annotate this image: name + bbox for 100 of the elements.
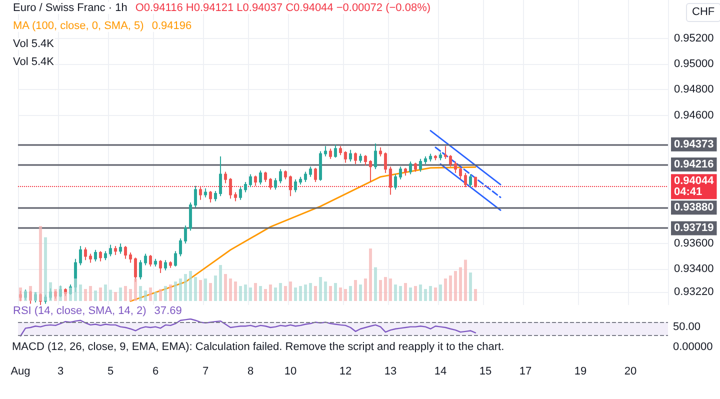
bar <box>199 280 202 301</box>
bar <box>109 290 112 301</box>
y-tick-label: 0.94600 <box>674 109 714 122</box>
ref-line-label: 0.94216 <box>674 158 714 171</box>
candlestick <box>464 172 467 188</box>
bar <box>169 284 172 301</box>
x-tick-label: 15 <box>479 366 492 378</box>
bar <box>239 286 242 301</box>
candlestick <box>474 176 477 188</box>
bar <box>99 288 102 301</box>
candlestick <box>224 171 227 184</box>
candlestick <box>419 158 422 172</box>
bar <box>234 282 237 301</box>
bar <box>319 277 322 301</box>
line-series <box>130 166 476 302</box>
bar <box>349 286 352 301</box>
bar <box>354 280 357 301</box>
candlestick <box>414 162 417 172</box>
candlestick <box>289 175 292 197</box>
ref-line-label: 0.94373 <box>674 138 714 150</box>
candlestick <box>394 174 397 190</box>
bar <box>39 226 42 301</box>
candlestick <box>379 146 382 157</box>
candlestick <box>399 166 402 180</box>
bar <box>224 274 227 301</box>
bar <box>359 284 362 301</box>
candlestick <box>389 166 392 196</box>
bar <box>269 284 272 301</box>
annotation: O0.94116 H0.94121 L0.94037 C0.94044 −0.00072 (−0.08%) <box>134 2 432 14</box>
candlestick <box>219 156 222 197</box>
x-tick-label: 7 <box>202 366 209 378</box>
candlestick <box>264 171 267 182</box>
bar <box>184 274 187 301</box>
text: MA (100, close, 0, SMA, 5) <box>12 20 145 32</box>
candlestick <box>194 185 197 208</box>
candlestick <box>119 242 122 254</box>
ref-line-label: 0.94044 04:41 <box>674 175 715 198</box>
x-tick-label: 3 <box>57 366 64 378</box>
bar <box>429 286 432 301</box>
bar <box>284 286 287 301</box>
candlestick <box>79 246 82 266</box>
candlestick <box>184 225 187 244</box>
bar <box>49 282 52 301</box>
candlestick <box>324 146 327 157</box>
bar <box>374 267 377 301</box>
candlestick <box>144 253 147 266</box>
x-tick-label: 6 <box>152 366 159 378</box>
bar <box>214 276 217 301</box>
bar <box>194 277 197 301</box>
x-tick-label: 13 <box>384 366 397 378</box>
bar <box>144 290 147 301</box>
bar <box>79 284 82 301</box>
bar <box>84 289 87 301</box>
bar <box>189 271 192 301</box>
candlestick <box>254 175 257 186</box>
bar <box>139 286 142 301</box>
bar <box>329 286 332 301</box>
text: 50.00 <box>673 320 701 334</box>
bar <box>204 278 207 301</box>
y-tick-label: 0.95000 <box>674 58 714 70</box>
candlestick <box>299 176 302 186</box>
candlestick <box>304 171 307 182</box>
candlestick <box>294 178 297 193</box>
chart-title: Euro / Swiss Franc · 1h <box>12 2 128 14</box>
bar <box>364 278 367 301</box>
ref-line-label: 0.93880 <box>674 202 714 214</box>
bar <box>304 284 307 301</box>
candlestick <box>104 250 107 261</box>
candlestick <box>99 250 102 262</box>
bar <box>89 286 92 301</box>
candlestick <box>369 160 372 182</box>
bar <box>264 289 267 301</box>
bar <box>334 283 337 301</box>
candlestick <box>89 253 92 264</box>
candlestick <box>274 178 277 190</box>
candlestick <box>244 181 247 193</box>
bar <box>59 286 62 301</box>
candlestick <box>204 188 207 198</box>
candlestick <box>179 238 182 257</box>
candlestick <box>234 192 237 202</box>
candlestick <box>444 146 447 160</box>
candlestick <box>114 246 117 256</box>
bar <box>229 278 232 301</box>
candlestick <box>439 152 442 161</box>
bar <box>174 282 177 301</box>
candlestick <box>359 153 362 164</box>
bar <box>94 290 97 301</box>
bar <box>274 288 277 301</box>
text: MACD (12, 26, close, 9, EMA, EMA): Calculation failed. Remove the script and reapply it to the chart. <box>12 341 504 354</box>
candlestick <box>364 154 367 166</box>
candlestick <box>139 260 142 280</box>
candlestick <box>269 178 272 190</box>
candlestick <box>199 186 202 200</box>
candlestick <box>319 150 322 182</box>
y-axis-title: CHF <box>686 3 720 22</box>
candlestick <box>189 202 192 232</box>
x-tick-label: 17 <box>519 366 532 378</box>
bar <box>474 289 477 301</box>
bar <box>259 286 262 301</box>
y-tick-label: 0.95200 <box>674 32 714 44</box>
